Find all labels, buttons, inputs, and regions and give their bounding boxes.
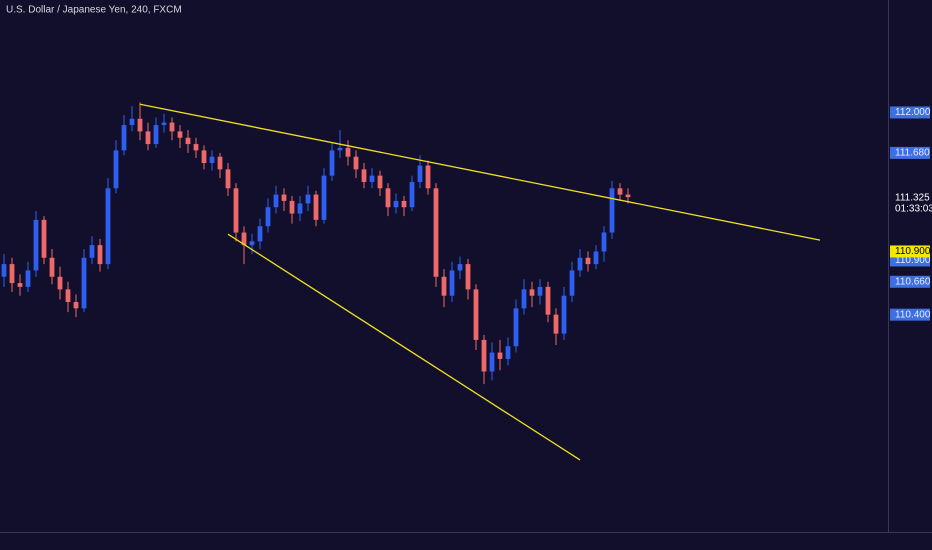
candle-body: [545, 286, 551, 315]
candle-body: [177, 131, 183, 138]
candle-body: [113, 150, 119, 189]
candle-body: [305, 194, 311, 204]
candle-body: [145, 131, 151, 145]
candle-body: [441, 276, 447, 296]
candle-body: [129, 118, 135, 126]
trendline: [227, 233, 581, 461]
candle-body: [329, 150, 335, 176]
candle-body: [161, 122, 167, 126]
alert-label-bg: [890, 245, 930, 258]
candle-body: [449, 270, 455, 296]
candle-body: [489, 352, 495, 372]
candle-body: [249, 241, 255, 246]
level-label-bg: [890, 308, 930, 321]
candle-body: [465, 264, 471, 290]
candle-body: [625, 194, 631, 198]
last-price-label: 111.325: [895, 192, 930, 203]
candle-body: [401, 200, 407, 208]
candle-body: [345, 147, 351, 157]
candle-body: [393, 200, 399, 208]
countdown-label: 01:33:03: [895, 203, 932, 214]
candle-body: [385, 188, 391, 208]
candle-body: [337, 147, 343, 151]
alert-label: 110.900: [895, 246, 931, 257]
trendline: [139, 103, 821, 241]
level-label: 110.660: [895, 276, 931, 287]
candle-body: [433, 188, 439, 277]
candle-body: [193, 144, 199, 151]
level-label: 110.900: [895, 255, 931, 266]
candle-body: [553, 314, 559, 334]
candle-body: [281, 194, 287, 201]
level-label: 111.680: [895, 148, 930, 159]
candle-body: [217, 156, 223, 170]
candle-body: [529, 289, 535, 296]
candle-body: [473, 289, 479, 340]
candle-body: [505, 346, 511, 359]
candle-body: [521, 289, 527, 309]
candle-body: [617, 188, 623, 195]
candle-body: [273, 194, 279, 208]
candle-body: [209, 156, 215, 164]
candle-body: [265, 207, 271, 227]
candle-body: [481, 339, 487, 372]
candle-body: [585, 257, 591, 265]
candle-body: [289, 200, 295, 214]
candle-body: [1, 264, 7, 277]
candle-body: [497, 352, 503, 359]
candle-body: [9, 264, 15, 284]
candle-body: [569, 270, 575, 296]
level-label-bg: [890, 146, 930, 159]
candle-body: [377, 175, 383, 189]
candle-body: [185, 137, 191, 145]
candle-body: [601, 232, 607, 252]
level-label: 110.400: [895, 309, 931, 320]
level-label-bg: [890, 106, 930, 119]
candle-body: [105, 188, 111, 265]
candle-body: [233, 188, 239, 233]
level-label: 112.000: [895, 107, 931, 118]
chart-title: U.S. Dollar / Japanese Yen, 240, FXCM: [6, 5, 182, 16]
candle-body: [537, 286, 543, 296]
candle-body: [73, 302, 79, 309]
candle-body: [513, 308, 519, 347]
candle-body: [561, 295, 567, 334]
candle-body: [81, 257, 87, 309]
candle-body: [89, 245, 95, 258]
candle-body: [297, 203, 303, 214]
candle-body: [97, 245, 103, 265]
candle-body: [353, 156, 359, 170]
candle-body: [241, 232, 247, 246]
candle-body: [409, 181, 415, 208]
candle-body: [65, 289, 71, 303]
candle-body: [41, 219, 47, 258]
candle-body: [153, 125, 159, 145]
candle-body: [17, 283, 23, 287]
candle-body: [417, 165, 423, 182]
candle-body: [49, 257, 55, 277]
candle-body: [225, 169, 231, 189]
candle-body: [457, 264, 463, 271]
candle-body: [33, 219, 39, 271]
candle-body: [321, 175, 327, 220]
candle-body: [313, 194, 319, 220]
candle-body: [169, 122, 175, 132]
candle-body: [425, 165, 431, 189]
candle-body: [361, 169, 367, 182]
candle-body: [593, 251, 599, 265]
candle-body: [577, 257, 583, 271]
candle-body: [137, 118, 143, 132]
candle-body: [201, 150, 207, 164]
candle-body: [121, 125, 127, 151]
level-label-bg: [890, 275, 930, 288]
candle-body: [369, 175, 375, 182]
candle-body: [609, 188, 615, 233]
candle-body: [257, 226, 263, 242]
candle-body: [25, 270, 31, 287]
candle-body: [57, 276, 63, 290]
